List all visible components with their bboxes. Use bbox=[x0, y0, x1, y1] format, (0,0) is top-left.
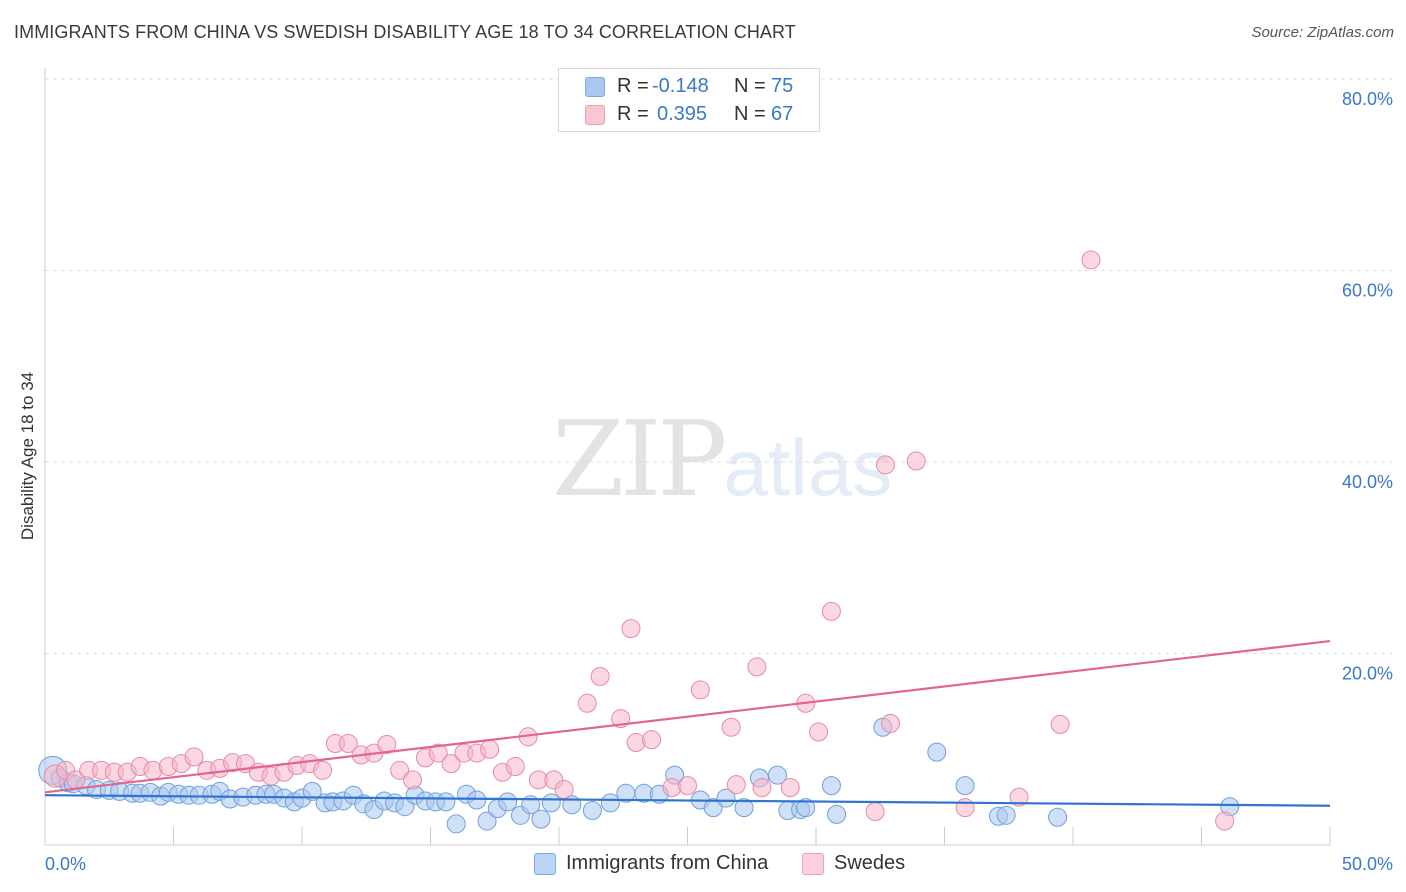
data-point bbox=[875, 455, 895, 475]
watermark-zip: ZIP bbox=[552, 398, 727, 520]
legend-row-china: R = -0.148 N = 75 bbox=[559, 73, 819, 99]
data-point bbox=[436, 792, 456, 812]
trend-lines bbox=[44, 639, 1331, 807]
data-point bbox=[505, 756, 525, 776]
data-point bbox=[626, 733, 646, 753]
data-point bbox=[716, 788, 736, 808]
correlation-legend: R = -0.148 N = 75 R = 0.395 N = 67 bbox=[558, 68, 820, 132]
data-point bbox=[531, 809, 551, 829]
data-point bbox=[498, 792, 518, 812]
legend-n-value: 75 bbox=[771, 74, 794, 97]
legend-item-china[interactable]: Immigrants from China bbox=[534, 852, 768, 875]
data-point bbox=[480, 739, 500, 759]
data-point bbox=[477, 811, 497, 831]
data-point bbox=[590, 666, 610, 686]
y-tick-label: 40.0% bbox=[1342, 472, 1393, 492]
data-point bbox=[1050, 714, 1070, 734]
data-point bbox=[796, 798, 816, 818]
data-point bbox=[821, 601, 841, 621]
data-point bbox=[752, 778, 772, 798]
data-point bbox=[703, 798, 723, 818]
y-tick-label: 20.0% bbox=[1342, 664, 1393, 684]
legend-swatch-swedes bbox=[585, 105, 605, 125]
data-point bbox=[338, 734, 358, 754]
tick-labels: 20.0% 40.0% 60.0% 80.0% 0.0% 50.0% bbox=[45, 89, 1393, 874]
watermark: ZIPatlas bbox=[552, 398, 892, 520]
data-point bbox=[690, 680, 710, 700]
data-point bbox=[621, 619, 641, 639]
data-point bbox=[302, 781, 322, 801]
data-point bbox=[734, 798, 754, 818]
axes bbox=[44, 68, 1331, 846]
data-point bbox=[541, 793, 561, 813]
data-point bbox=[642, 730, 662, 750]
data-point bbox=[881, 713, 901, 733]
legend-n-label: N = bbox=[734, 74, 766, 97]
source-label: Source: ZipAtlas.com bbox=[1251, 24, 1394, 41]
data-point bbox=[780, 778, 800, 798]
data-point bbox=[467, 790, 487, 810]
chart-title: IMMIGRANTS FROM CHINA VS SWEDISH DISABIL… bbox=[14, 22, 796, 42]
data-point bbox=[1048, 807, 1068, 827]
data-point bbox=[996, 805, 1016, 825]
y-tick-label: 60.0% bbox=[1342, 281, 1393, 301]
data-point bbox=[582, 801, 602, 821]
legend-label-swedes: Swedes bbox=[834, 852, 906, 874]
data-point bbox=[403, 770, 423, 790]
data-point bbox=[678, 776, 697, 796]
data-point bbox=[554, 779, 574, 799]
data-point bbox=[390, 760, 410, 780]
data-point bbox=[767, 765, 787, 785]
legend-swatch-china bbox=[585, 77, 605, 97]
legend-swatch-swedes bbox=[802, 852, 824, 875]
legend-n-value: 67 bbox=[771, 102, 794, 125]
data-point bbox=[955, 798, 975, 818]
legend-r-label: R = bbox=[617, 74, 649, 97]
data-point bbox=[865, 801, 885, 821]
data-point bbox=[377, 734, 397, 754]
data-point bbox=[600, 793, 620, 813]
legend-r-value: 0.395 bbox=[657, 102, 708, 125]
data-point bbox=[721, 717, 741, 737]
data-point bbox=[428, 743, 448, 763]
trend-line bbox=[44, 639, 1331, 794]
x-tick-label: 0.0% bbox=[45, 854, 86, 874]
data-point bbox=[955, 776, 975, 796]
data-point bbox=[747, 657, 767, 677]
legend-n-label: N = bbox=[734, 102, 766, 125]
x-tick-label: 50.0% bbox=[1342, 854, 1393, 874]
grid-lines bbox=[45, 78, 1392, 654]
y-tick-label: 80.0% bbox=[1342, 89, 1393, 109]
data-point bbox=[821, 776, 841, 796]
data-point bbox=[809, 722, 829, 742]
data-point bbox=[1215, 811, 1235, 831]
legend-r-value: -0.148 bbox=[652, 74, 709, 97]
data-point bbox=[441, 754, 461, 774]
data-point bbox=[577, 693, 597, 713]
data-point bbox=[446, 814, 466, 834]
data-point bbox=[906, 451, 926, 471]
data-point bbox=[927, 742, 947, 762]
legend-r-label: R = bbox=[617, 102, 649, 125]
legend-row-swedes: R = 0.395 N = 67 bbox=[559, 101, 819, 127]
data-point bbox=[726, 775, 746, 795]
data-point bbox=[1081, 250, 1101, 270]
watermark-atlas: atlas bbox=[723, 423, 893, 512]
data-point bbox=[827, 804, 847, 824]
series-swedes bbox=[43, 250, 1235, 831]
legend-swatch-china bbox=[534, 852, 556, 875]
legend-label-china: Immigrants from China bbox=[566, 852, 769, 874]
legend-item-swedes[interactable]: Swedes bbox=[802, 852, 905, 875]
series-legend: Immigrants from China Swedes bbox=[0, 850, 1406, 880]
data-point bbox=[313, 760, 333, 780]
data-point bbox=[1009, 787, 1029, 807]
data-point bbox=[184, 747, 204, 767]
trend-line bbox=[44, 794, 1331, 807]
